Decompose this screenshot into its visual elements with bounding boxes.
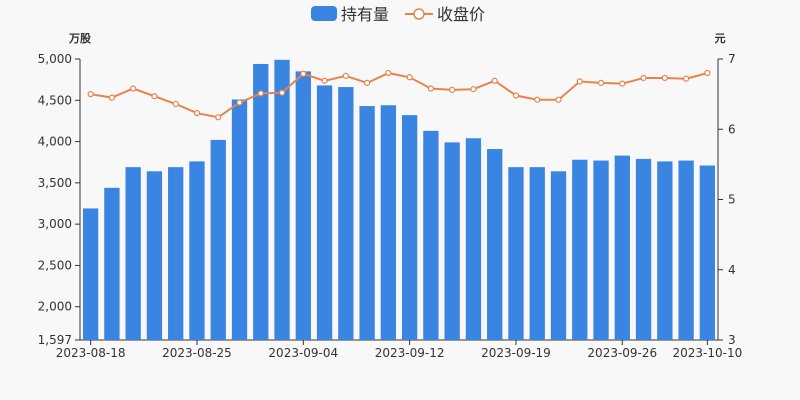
y-left-tick-label: 2,000 xyxy=(38,300,72,314)
legend-label-bar: 持有量 xyxy=(341,5,389,24)
bar-holding xyxy=(189,161,205,340)
point-close-price xyxy=(534,96,541,103)
point-close-price xyxy=(640,74,647,82)
legend-label-line: 收盘价 xyxy=(437,5,485,24)
y-right-tick-label: 3 xyxy=(728,333,736,347)
bar-holding xyxy=(550,171,567,340)
bar-holding xyxy=(699,165,716,340)
bar-holding xyxy=(231,99,248,340)
bar-holding xyxy=(657,161,673,340)
point-close-price xyxy=(215,114,222,121)
point-close-price xyxy=(406,74,413,81)
bar-holding xyxy=(529,167,545,340)
x-tick-label: 2023-09-04 xyxy=(268,346,338,360)
point-close-price xyxy=(491,77,498,84)
y-left-tick-label: 3,000 xyxy=(38,217,72,231)
y-left-tick-label: 5,000 xyxy=(38,52,72,66)
x-tick-label: 2023-09-12 xyxy=(375,346,445,360)
bar-holding xyxy=(359,106,375,340)
bar-holding xyxy=(635,158,652,340)
point-close-price xyxy=(597,79,605,86)
bar-holding xyxy=(678,160,694,340)
point-close-price xyxy=(661,74,668,82)
bar-holding xyxy=(401,115,418,340)
point-close-price xyxy=(364,79,371,86)
y-right-tick-label: 5 xyxy=(728,193,736,207)
point-close-price xyxy=(449,86,456,94)
y-left-tick-label: 1,597 xyxy=(38,333,72,347)
bar-holding xyxy=(338,87,354,340)
legend-bar-swatch xyxy=(311,6,337,21)
point-close-price xyxy=(193,109,201,117)
point-close-price xyxy=(555,96,562,103)
bar-holding xyxy=(146,171,163,340)
y-left-tick-label: 3,500 xyxy=(38,176,72,190)
legend-line-marker xyxy=(413,8,425,20)
point-close-price xyxy=(576,78,583,85)
bar-holding xyxy=(168,167,184,340)
bar-holding xyxy=(380,105,397,341)
point-close-price xyxy=(512,92,520,99)
x-tick-label: 2023-08-18 xyxy=(56,346,126,360)
bar-holding xyxy=(572,159,588,340)
y-left-tick-label: 2,500 xyxy=(38,258,72,272)
y-right-tick-label: 6 xyxy=(728,122,736,136)
bar-holding xyxy=(465,138,482,340)
point-close-price xyxy=(321,77,328,84)
point-close-price xyxy=(87,91,94,98)
y-left-unit: 万股 xyxy=(68,32,92,45)
bar-holding xyxy=(104,187,120,340)
bar-holding xyxy=(295,71,311,340)
bar-holding xyxy=(487,149,503,340)
y-left-tick-label: 4,000 xyxy=(38,135,72,149)
x-tick-label: 2023-09-19 xyxy=(481,346,551,360)
point-close-price xyxy=(682,75,690,82)
bar-holding xyxy=(444,142,460,340)
point-close-price xyxy=(470,86,477,93)
point-close-price xyxy=(300,70,307,77)
x-tick-label: 2023-09-26 xyxy=(587,346,657,360)
bar-holding xyxy=(316,85,333,341)
y-left-tick-label: 4,500 xyxy=(38,93,72,107)
point-close-price xyxy=(172,100,179,108)
point-close-price xyxy=(257,90,264,97)
point-close-price xyxy=(278,89,286,96)
bar-holding xyxy=(593,160,609,340)
line-close-price xyxy=(90,72,708,119)
y-right-tick-label: 7 xyxy=(728,52,736,66)
point-close-price xyxy=(385,69,392,77)
y-right-tick-label: 4 xyxy=(728,263,736,277)
bar-holding xyxy=(423,130,439,340)
point-close-price xyxy=(108,94,116,101)
bar-holding xyxy=(508,167,524,340)
point-close-price xyxy=(342,72,349,79)
point-close-price xyxy=(151,93,158,100)
bar-holding xyxy=(125,167,141,340)
bar-holding xyxy=(82,208,99,340)
point-close-price xyxy=(427,85,434,92)
x-tick-label: 2023-10-10 xyxy=(672,346,742,360)
bar-holding xyxy=(253,63,269,340)
point-close-price xyxy=(236,99,243,106)
point-close-price xyxy=(619,80,626,87)
bar-holding xyxy=(614,155,630,340)
x-tick-label: 2023-08-25 xyxy=(162,346,232,360)
y-right-unit: 元 xyxy=(715,32,726,45)
point-close-price xyxy=(704,69,711,77)
bar-holding xyxy=(274,59,290,340)
bar-holding xyxy=(210,139,226,340)
point-close-price xyxy=(130,85,137,92)
